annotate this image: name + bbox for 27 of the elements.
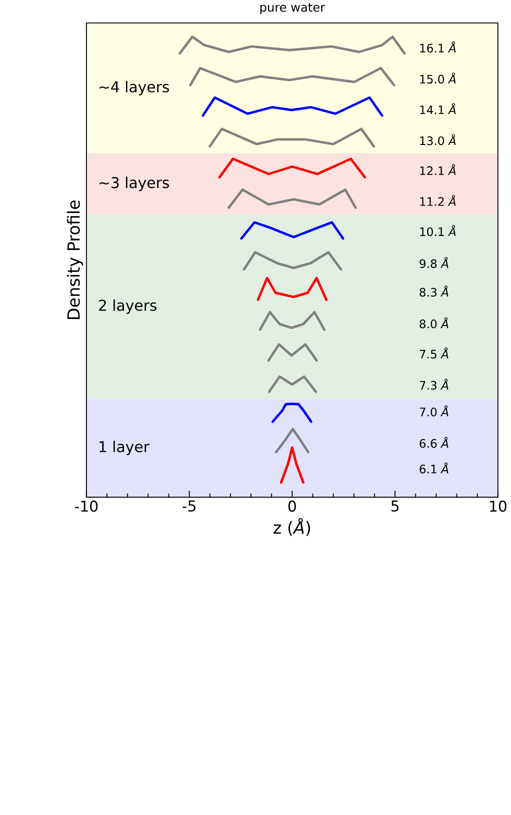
band-label: 1 layer	[100, 440, 150, 456]
text: 12.1 Å	[420, 164, 456, 175]
x-tick-label: -10	[75, 500, 98, 512]
text: 8.3 Å	[420, 286, 448, 297]
text: 13.0 Å	[420, 134, 456, 146]
text: 7.5 Å	[420, 348, 448, 359]
text: 9.8 Å	[420, 257, 448, 268]
text: 11.2 Å	[420, 194, 456, 206]
text: 14.1 Å	[420, 103, 456, 114]
series-label: 16.1 Å	[420, 42, 456, 53]
band-label: 2 layers	[99, 299, 157, 314]
y-axis-title: Density Profile	[67, 200, 84, 319]
x-tick-label: 0	[288, 500, 296, 512]
chart-title: pure water	[260, 3, 326, 14]
band-label: ~3 layers	[100, 176, 170, 192]
text: 8.0 Å	[420, 317, 448, 328]
text: 6.1 Å	[420, 462, 448, 474]
x-axis-title: z (Å)	[274, 518, 310, 536]
x-tick-label: 5	[392, 500, 399, 512]
text: 10.1 Å	[420, 225, 456, 236]
text: 7.3 Å	[420, 378, 448, 390]
text: 6.6 Å	[420, 436, 448, 448]
x-tick-label: 10	[490, 500, 507, 512]
text: 7.0 Å	[420, 405, 448, 416]
band-label: ~4 layers	[100, 80, 170, 96]
x-tick-label: -5	[182, 500, 196, 512]
text: 15.0 Å	[420, 72, 456, 84]
